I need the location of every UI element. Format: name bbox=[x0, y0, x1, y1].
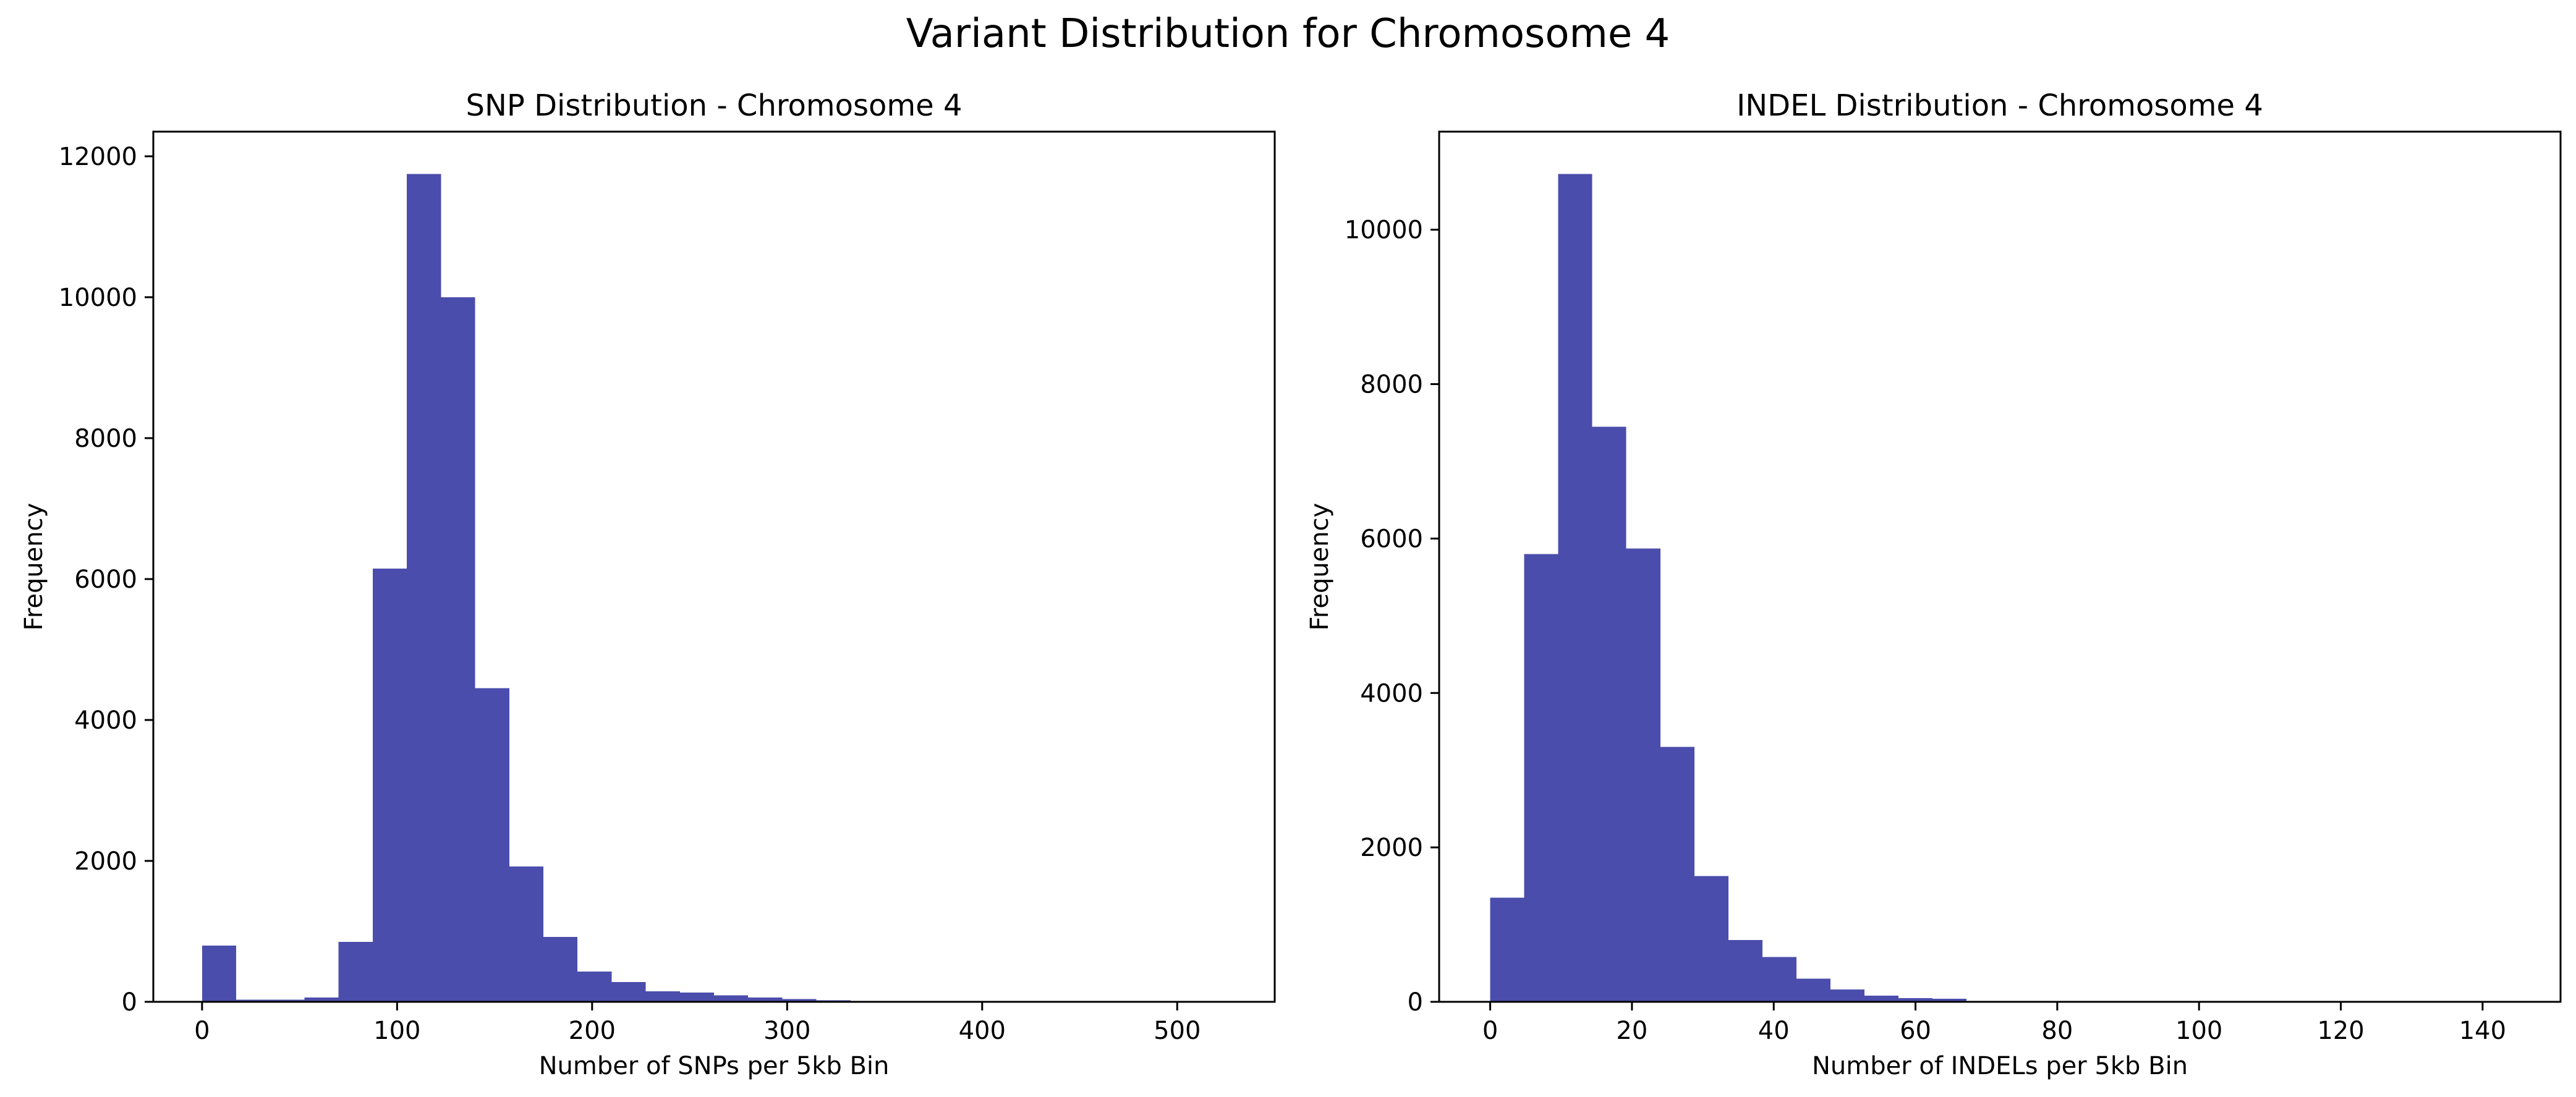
indel-bar bbox=[1932, 999, 1967, 1002]
indel-x-tick-label: 40 bbox=[1758, 1017, 1790, 1045]
indel-bar bbox=[1592, 426, 1626, 1002]
snp-x-tick-label: 300 bbox=[763, 1017, 810, 1045]
snp-bar bbox=[611, 982, 646, 1002]
indel-bar bbox=[1694, 876, 1728, 1002]
indel-x-tick-label: 0 bbox=[1482, 1017, 1498, 1045]
snp-bar bbox=[509, 866, 543, 1002]
indel-y-tick-label: 4000 bbox=[1360, 679, 1423, 708]
snp-bar bbox=[338, 942, 373, 1002]
indel-x-axis-label: Number of INDELs per 5kb Bin bbox=[1812, 1052, 2188, 1080]
snp-bar bbox=[202, 945, 237, 1002]
indel-x-tick-label: 120 bbox=[2317, 1017, 2364, 1045]
snp-bar bbox=[475, 688, 509, 1002]
indel-axes-frame bbox=[1438, 130, 2562, 1003]
snp-bar bbox=[270, 999, 305, 1002]
snp-x-tick-label: 400 bbox=[959, 1017, 1006, 1045]
snp-bar bbox=[645, 991, 680, 1002]
snp-chart-title: SNP Distribution - Chromosome 4 bbox=[465, 88, 962, 123]
snp-axes-frame bbox=[152, 130, 1276, 1003]
snp-bar bbox=[679, 993, 714, 1002]
indel-bar bbox=[1660, 747, 1694, 1002]
snp-x-tick-label: 500 bbox=[1154, 1017, 1201, 1045]
snp-bar bbox=[441, 297, 475, 1002]
snp-y-tick-label: 6000 bbox=[74, 565, 137, 594]
indel-bar bbox=[1490, 897, 1524, 1002]
snp-y-tick-label: 12000 bbox=[59, 143, 137, 171]
indel-x-tick-label: 100 bbox=[2175, 1017, 2222, 1045]
indel-chart-title: INDEL Distribution - Chromosome 4 bbox=[1736, 88, 2263, 123]
indel-chart: 0 20 40 60 80 100 120 140 0 2000 4000 6000 8000 10000… bbox=[1306, 88, 2562, 1080]
snp-y-tick-label: 10000 bbox=[59, 284, 137, 312]
snp-y-axis-label: Frequency bbox=[20, 503, 48, 631]
indel-bar bbox=[1762, 957, 1796, 1002]
snp-bar bbox=[407, 174, 441, 1002]
snp-bar bbox=[304, 997, 339, 1002]
indel-bar bbox=[1626, 548, 1660, 1002]
indel-x-tick-label: 60 bbox=[1900, 1017, 1931, 1045]
snp-bar bbox=[748, 997, 783, 1002]
indel-bar bbox=[1728, 940, 1762, 1002]
indel-bar bbox=[1830, 989, 1864, 1002]
indel-x-tick-label: 140 bbox=[2459, 1017, 2506, 1045]
snp-x-tick-label: 200 bbox=[569, 1017, 616, 1045]
snp-bar bbox=[543, 937, 578, 1002]
indel-y-tick-label: 6000 bbox=[1360, 525, 1423, 553]
snp-y-tick-label: 2000 bbox=[74, 847, 137, 876]
snp-chart: 0 100 200 300 400 500 0 2000 4000 6000 8000 10000 12… bbox=[20, 88, 1276, 1080]
snp-bar bbox=[236, 999, 271, 1002]
snp-y-tick-label: 0 bbox=[122, 988, 137, 1017]
indel-bar bbox=[1796, 978, 1830, 1002]
indel-x-tick-label: 80 bbox=[2041, 1017, 2073, 1045]
indel-bar bbox=[1898, 997, 1933, 1002]
figure-title: Variant Distribution for Chromosome 4 bbox=[906, 11, 1670, 57]
snp-bar bbox=[782, 999, 817, 1002]
snp-bar bbox=[372, 568, 407, 1002]
indel-bar bbox=[1864, 996, 1899, 1002]
snp-y-tick-label: 4000 bbox=[74, 706, 137, 735]
snp-x-tick-label: 100 bbox=[373, 1017, 420, 1045]
snp-y-tick-label: 8000 bbox=[74, 425, 137, 453]
snp-bar bbox=[577, 971, 612, 1002]
indel-y-axis-label: Frequency bbox=[1306, 503, 1334, 631]
snp-x-tick-label: 0 bbox=[194, 1017, 210, 1045]
indel-x-tick-label: 20 bbox=[1616, 1017, 1647, 1045]
indel-bar bbox=[1524, 554, 1558, 1002]
snp-bar bbox=[714, 995, 749, 1002]
snp-x-axis-label: Number of SNPs per 5kb Bin bbox=[539, 1052, 890, 1080]
indel-bar bbox=[1558, 174, 1592, 1002]
indel-y-tick-label: 8000 bbox=[1360, 371, 1423, 399]
indel-y-tick-label: 0 bbox=[1408, 988, 1423, 1017]
indel-y-tick-label: 10000 bbox=[1345, 216, 1423, 245]
indel-y-tick-label: 2000 bbox=[1360, 834, 1423, 862]
